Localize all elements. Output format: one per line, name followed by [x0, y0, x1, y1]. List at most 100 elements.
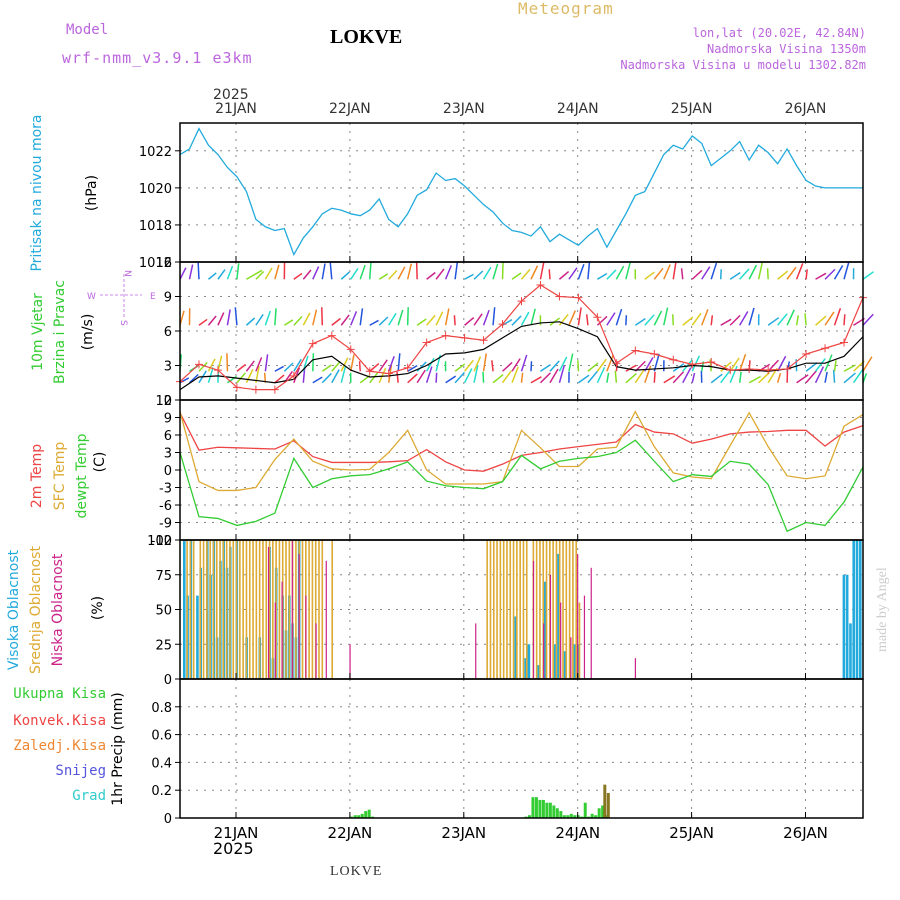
day-label-bottom: 26JAN [783, 824, 828, 842]
wind-gust-marker [688, 360, 697, 369]
cloud-bar-1 [199, 540, 202, 679]
precip-bar-0 [531, 797, 535, 818]
cloud-bar-1 [209, 540, 211, 679]
wind-arrow [378, 359, 388, 372]
wind-arrow [539, 372, 551, 384]
cloud-title-2: Srednja Oblacnost [28, 546, 44, 674]
cloud-bar-1 [262, 540, 264, 679]
wind-arrow [464, 273, 474, 280]
wind-arrow [843, 314, 846, 326]
cloud-bar-0 [183, 540, 186, 679]
cloud-bar-2 [305, 595, 307, 679]
wind-arrow [274, 264, 280, 280]
cloud-bar-2 [583, 595, 586, 679]
wind-arrow [502, 361, 513, 372]
wind-arrow [511, 366, 519, 384]
wind-arrow [473, 270, 484, 280]
wind-arrow [833, 265, 844, 280]
wind-arrow [482, 266, 492, 280]
precip-bar-0 [562, 815, 566, 818]
wind-arrow [539, 262, 545, 280]
wind-arrow [805, 370, 818, 384]
wind-arrow [188, 373, 199, 384]
wind-arrow [540, 364, 551, 372]
pressure-ylabel: (hPa) [84, 175, 100, 211]
wind-arrow [606, 312, 616, 326]
wind-arrow [445, 375, 457, 384]
wind-arrow [473, 313, 483, 326]
wind-arrow [501, 370, 512, 384]
wind-arrow [720, 361, 732, 372]
wind-arrow [197, 262, 200, 280]
cloud-ylabel: (%) [90, 596, 106, 620]
cloud-bar-1 [496, 540, 498, 679]
wind-arrow [426, 271, 436, 280]
wind-arrow [776, 372, 782, 383]
wind-arrow [397, 266, 406, 280]
cloud-bar-0 [852, 540, 856, 679]
wind-arrow [596, 315, 608, 326]
cloud-bar-0 [196, 595, 199, 679]
y-tick-label: -12 [151, 534, 172, 549]
wind-gust-marker [536, 281, 545, 289]
cloud-bar-1 [562, 540, 564, 679]
cloud-bar-1 [232, 540, 235, 679]
wind-arrow [843, 364, 856, 372]
wind-arrow [719, 269, 722, 280]
precip-legend-1: Konvek.Kisa [13, 713, 106, 729]
y-tick-label: 6 [164, 325, 172, 340]
cloud-bar-1 [516, 540, 518, 679]
wind-arrow [691, 269, 703, 280]
wind-gust-marker [194, 360, 203, 369]
y-tick-label: 0 [164, 464, 172, 479]
wind-gust-marker [327, 331, 336, 340]
precip-legend-3: Snijeg [55, 763, 106, 779]
wind-arrow [691, 372, 696, 383]
wind-arrow [558, 356, 568, 372]
cloud-bar-1 [578, 602, 581, 679]
wind-arrow [236, 263, 240, 280]
wind-arrow [283, 319, 294, 326]
cloud-bar-1 [219, 540, 221, 679]
meteogram-label: Meteogram [518, 0, 614, 18]
wind-arrow [786, 266, 797, 280]
temp-series-1-line [179, 410, 864, 492]
wind-arrow [255, 357, 263, 372]
wind-arrow [577, 360, 580, 372]
wind-arrow [767, 317, 780, 326]
cloud-bar-0 [514, 616, 518, 679]
wind-arrow [482, 309, 490, 326]
wind-arrow [331, 369, 340, 384]
wind-arrow [710, 373, 723, 384]
wind-gust-marker [707, 358, 716, 367]
wind-arrow [236, 363, 247, 372]
cloud-bar-1 [239, 540, 241, 679]
wind-arrow [255, 314, 264, 326]
frame-layer [175, 122, 864, 819]
wind-arrow [207, 272, 217, 280]
wind-arrow [852, 368, 864, 384]
wind-gust-marker [460, 333, 469, 342]
y-tick-label: 0.4 [151, 756, 172, 771]
cloud-bar-0 [573, 644, 577, 679]
cloud-bar-1 [288, 540, 291, 679]
wind-arrow [795, 263, 804, 280]
wind-arrow [369, 319, 379, 326]
wind-arrow [862, 271, 875, 280]
precip-bar-0 [367, 809, 371, 818]
wind-arrow [568, 310, 577, 326]
wind-arrow [293, 358, 302, 372]
cloud-bar-1 [229, 540, 231, 679]
wind-gust-marker [745, 364, 754, 373]
wind-arrow [264, 354, 269, 372]
wind-arrow [577, 307, 582, 326]
panel-frame [179, 678, 864, 819]
cloud-bar-2 [543, 623, 545, 679]
cloud-bar-1 [331, 540, 333, 679]
y-tick-label: 1018 [139, 219, 172, 234]
wind-arrow [606, 355, 614, 372]
wind-arrow [425, 366, 433, 383]
wind-arrow [255, 270, 265, 280]
cloud-bar-0 [842, 574, 846, 679]
